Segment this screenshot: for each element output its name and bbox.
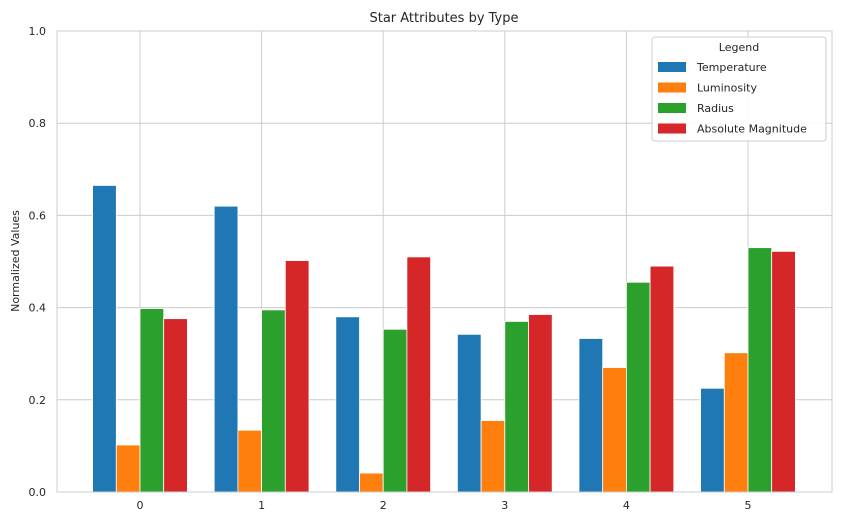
bar-radius (261, 309, 286, 493)
bar-radius (504, 321, 529, 493)
bar-absolute-magnitude (771, 250, 796, 493)
bar-radius (747, 247, 773, 493)
plot-frame (56, 30, 833, 493)
bar-luminosity (237, 429, 262, 493)
bar-radius (139, 308, 165, 493)
legend-swatch (658, 62, 686, 72)
legend-swatch (658, 82, 686, 93)
x-tick-label: 3 (501, 499, 508, 512)
bar-temperature (578, 338, 604, 493)
bar-radius (626, 281, 651, 493)
x-axis-ticks: 0 1 2 3 4 5 (137, 499, 752, 512)
bar-absolute-magnitude (284, 260, 310, 493)
bar-absolute-magnitude (163, 318, 188, 493)
legend-entry: Radius (697, 102, 734, 115)
legend-entry: Luminosity (697, 82, 757, 95)
chart-title: Star Attributes by Type (369, 11, 518, 26)
bar-luminosity (115, 444, 141, 493)
bar-temperature (213, 205, 239, 493)
legend-entry: Temperature (696, 61, 767, 74)
bar-temperature (456, 333, 482, 493)
bar-luminosity (480, 420, 506, 493)
y-tick-label: 0.2 (29, 394, 47, 407)
legend-swatch (658, 103, 686, 113)
legend-title: Legend (719, 41, 759, 54)
bar-temperature (335, 316, 360, 493)
x-tick-label: 4 (623, 499, 630, 512)
x-tick-label: 5 (745, 499, 752, 512)
y-tick-label: 0.6 (29, 209, 47, 222)
bar-luminosity (723, 352, 749, 493)
y-axis-ticks: 0.0 0.2 0.4 0.6 0.8 1.0 (29, 25, 47, 499)
bar-temperature (92, 185, 117, 493)
legend-entry: Absolute Magnitude (697, 123, 807, 136)
legend-items: Temperature Luminosity Radius Absolute Magn… (658, 61, 807, 136)
legend-box (651, 36, 827, 142)
bars (92, 185, 796, 493)
y-tick-label: 1.0 (29, 25, 47, 38)
bar-absolute-magnitude (528, 314, 553, 493)
y-tick-label: 0.8 (29, 117, 47, 130)
bar-luminosity (359, 472, 384, 493)
bar-absolute-magnitude (406, 256, 431, 493)
y-tick-label: 0.4 (29, 302, 47, 315)
bar-absolute-magnitude (649, 265, 675, 493)
x-tick-label: 0 (137, 499, 144, 512)
bar-temperature (700, 387, 725, 493)
legend: Legend Temperature Luminosity Radius Absolu… (651, 36, 827, 142)
bar-luminosity (602, 367, 627, 493)
bar-radius (382, 328, 408, 493)
y-axis-label: Normalized Values (9, 210, 22, 312)
x-tick-label: 1 (258, 499, 265, 512)
y-tick-label: 0.0 (29, 486, 47, 499)
x-tick-label: 2 (380, 499, 387, 512)
legend-swatch (658, 123, 686, 134)
